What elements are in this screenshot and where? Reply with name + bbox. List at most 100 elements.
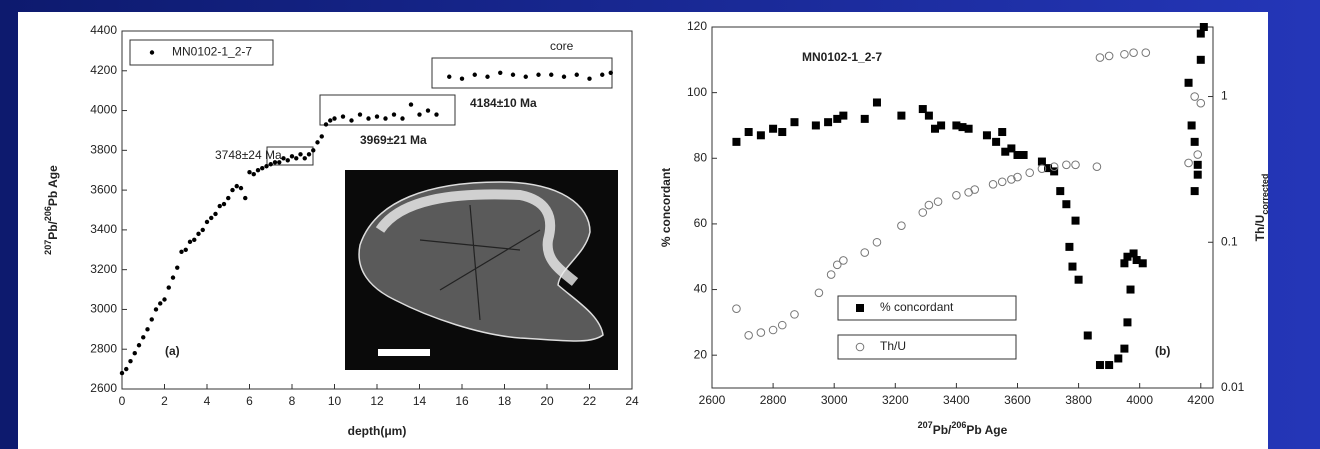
point <box>315 140 319 144</box>
point <box>790 118 798 126</box>
x-tick-label: 2 <box>161 394 168 408</box>
x-tick-label: 8 <box>289 394 296 408</box>
x-axis-label-part: Pb Age <box>966 423 1007 437</box>
point <box>201 228 205 232</box>
point <box>757 131 765 139</box>
annotation: core <box>550 39 574 53</box>
point <box>1096 361 1104 369</box>
point <box>434 112 438 116</box>
x-axis-label: depth(μm) <box>348 424 407 438</box>
point <box>824 118 832 126</box>
y2-tick-label: 1 <box>1221 89 1228 103</box>
x-tick-label: 24 <box>625 394 639 408</box>
point <box>311 148 315 152</box>
point <box>167 285 171 289</box>
point <box>575 73 579 77</box>
point <box>269 162 273 166</box>
panel <box>18 12 1268 449</box>
point <box>1188 121 1196 129</box>
point <box>179 250 183 254</box>
point <box>226 196 230 200</box>
x-tick-label: 6 <box>246 394 253 408</box>
x-tick-label: 12 <box>370 394 384 408</box>
point <box>1114 354 1122 362</box>
point <box>937 121 945 129</box>
point <box>609 71 613 75</box>
point <box>192 238 196 242</box>
point <box>1062 200 1070 208</box>
y-axis-label-part: 206 <box>43 206 53 221</box>
point <box>778 128 786 136</box>
y2-axis-label-part: Th/U <box>1253 215 1267 242</box>
point <box>1120 345 1128 353</box>
point <box>281 156 285 160</box>
point <box>1200 23 1208 31</box>
x-tick-label: 0 <box>119 394 126 408</box>
page: 0246810121416182022242600280030003200340… <box>0 0 1320 449</box>
point <box>145 327 149 331</box>
x-tick-label: 3000 <box>821 393 848 407</box>
point <box>150 317 154 321</box>
point <box>839 112 847 120</box>
y2-tick-label: 0.01 <box>1221 380 1245 394</box>
y-tick-label: 3000 <box>90 302 117 316</box>
point <box>332 116 336 120</box>
point <box>1068 263 1076 271</box>
x-tick-label: 3400 <box>943 393 970 407</box>
point <box>218 204 222 208</box>
point <box>222 202 226 206</box>
point <box>256 168 260 172</box>
annotation: (a) <box>165 344 180 358</box>
y-tick-label: 3200 <box>90 262 117 276</box>
point <box>409 102 413 106</box>
point <box>366 116 370 120</box>
point <box>324 122 328 126</box>
y-tick-label: 2800 <box>90 341 117 355</box>
point <box>549 73 553 77</box>
x-tick-label: 4 <box>204 394 211 408</box>
point <box>861 115 869 123</box>
point <box>1197 56 1205 64</box>
point <box>260 166 264 170</box>
point <box>307 152 311 156</box>
point <box>188 240 192 244</box>
legend-label: MN0102-1_2-7 <box>172 45 252 59</box>
point <box>141 335 145 339</box>
y-axis-label-part: Pb/ <box>46 220 60 239</box>
y-tick-label: 4000 <box>90 103 117 117</box>
x-tick-label: 10 <box>328 394 342 408</box>
point <box>998 128 1006 136</box>
x-axis-label-part: Pb/ <box>933 423 952 437</box>
point <box>562 75 566 79</box>
point <box>745 128 753 136</box>
x-tick-label: 3800 <box>1065 393 1092 407</box>
point <box>498 71 502 75</box>
point <box>294 156 298 160</box>
y-tick-label: 40 <box>694 282 708 296</box>
annotation: 3969±21 Ma <box>360 133 427 147</box>
y-tick-label: 100 <box>687 85 707 99</box>
point <box>213 212 217 216</box>
point <box>1194 171 1202 179</box>
point <box>264 164 268 168</box>
legend-label: % concordant <box>880 300 954 314</box>
point <box>383 116 387 120</box>
point <box>1191 138 1199 146</box>
point <box>137 343 141 347</box>
point <box>600 73 604 77</box>
y-tick-label: 3600 <box>90 182 117 196</box>
x-tick-label: 4000 <box>1126 393 1153 407</box>
x-tick-label: 2800 <box>760 393 787 407</box>
point <box>417 112 421 116</box>
x-tick-label: 14 <box>413 394 427 408</box>
point <box>426 108 430 112</box>
point <box>1084 331 1092 339</box>
point <box>230 188 234 192</box>
point <box>460 77 464 81</box>
x-axis-label-part: 206 <box>951 420 966 430</box>
point <box>1191 187 1199 195</box>
y-axis-label-part: Pb Age <box>46 165 60 206</box>
point <box>158 301 162 305</box>
point <box>1127 286 1135 294</box>
annotation: 4184±10 Ma <box>470 96 537 110</box>
